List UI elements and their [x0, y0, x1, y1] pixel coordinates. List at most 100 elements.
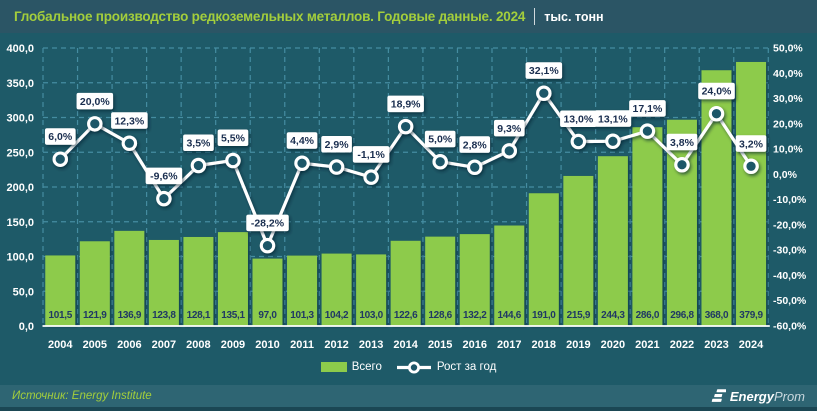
growth-label-box-2014 — [387, 95, 424, 113]
growth-label-box-2022 — [666, 133, 698, 151]
legend-label-growth: Рост за год — [436, 361, 497, 373]
bar-label-2024: 379,9 — [739, 310, 763, 321]
x-label-2023: 2023 — [704, 339, 728, 351]
y-left-label: 250,0 — [6, 147, 34, 159]
y-right-label: 30,0% — [773, 93, 803, 105]
growth-label-2015: 5,0% — [428, 134, 453, 146]
bar-2008 — [183, 236, 214, 326]
bar-value-labels: 101,5 121,9 136,9 123,8 128,1 135,1 97,0 101,3 1… — [49, 310, 764, 321]
x-label-2024: 2024 — [739, 339, 764, 351]
bar-label-2023: 368,0 — [705, 310, 729, 321]
bar-2013 — [356, 254, 387, 326]
growth-label-box-2024 — [735, 135, 767, 152]
x-label-2018: 2018 — [532, 339, 556, 351]
growth-marker-2012 — [328, 159, 345, 175]
y-right-label: 10,0% — [773, 144, 803, 156]
chart-unit-label: тыс. тонн — [544, 9, 604, 24]
growth-label-box-2015 — [424, 130, 456, 148]
bar-2024 — [736, 61, 767, 327]
bar-2018 — [528, 193, 559, 326]
bar-label-2016: 132,2 — [463, 310, 487, 321]
growth-label-2020: 13,1% — [598, 113, 628, 125]
growth-label-2012: 2,9% — [325, 139, 350, 151]
bar-2016 — [459, 234, 490, 326]
bar-label-2019: 215,9 — [567, 310, 591, 321]
y-left-label: 200,0 — [6, 182, 34, 194]
growth-marker-2015 — [432, 153, 448, 170]
growth-label-box-2018 — [525, 62, 563, 79]
y-left-label: 350,0 — [6, 78, 34, 90]
x-label-2004: 2004 — [48, 339, 73, 351]
y-right-label: -50,0% — [773, 295, 807, 307]
legend-line-marker-icon — [396, 361, 431, 373]
x-label-2009: 2009 — [221, 339, 245, 351]
y-left-label: 150,0 — [6, 217, 34, 229]
growth-label-box-2020 — [594, 110, 632, 127]
growth-marker-2011 — [294, 155, 310, 171]
bar-label-2009: 135,1 — [221, 310, 245, 321]
bar-label-2011: 101,3 — [290, 310, 314, 321]
bar-label-2014: 122,6 — [394, 310, 418, 321]
growth-marker-2014 — [397, 118, 414, 135]
growth-label-2024: 3,2% — [739, 138, 764, 150]
growth-marker-2010 — [259, 237, 276, 254]
growth-label-box-2006 — [111, 112, 148, 129]
y-right-label: 20,0% — [773, 118, 803, 130]
bar-2011 — [287, 255, 318, 326]
y-right-label: 0,0% — [773, 169, 798, 181]
bar-label-2010: 97,0 — [258, 310, 277, 321]
x-label-2008: 2008 — [186, 339, 210, 351]
bar-2004 — [45, 255, 76, 326]
x-label-2006: 2006 — [117, 339, 141, 351]
growth-label-2008: 3,5% — [186, 138, 211, 150]
bar-label-2017: 144,6 — [497, 310, 521, 321]
bar-label-2013: 103,0 — [359, 310, 383, 321]
bar-2007 — [148, 239, 179, 326]
x-label-2022: 2022 — [670, 339, 694, 351]
energyprom-logo: EnergyProm — [711, 388, 805, 404]
growth-label-2004: 6,0% — [48, 131, 73, 143]
bar-2021 — [632, 127, 663, 326]
bar-label-2005: 121,9 — [83, 310, 107, 321]
legend-bar-swatch-icon — [320, 362, 347, 372]
bar-label-2008: 128,1 — [187, 310, 211, 321]
bar-2019 — [563, 175, 594, 326]
growth-label-2016: 2,8% — [463, 139, 488, 151]
bar-label-2022: 296,8 — [670, 310, 694, 321]
logo-text-bold: Energy — [729, 388, 774, 404]
footer: Источник: Energy Institute EnergyProm — [0, 385, 817, 407]
x-label-2011: 2011 — [290, 339, 314, 351]
y-right-label: -20,0% — [773, 219, 807, 231]
bar-2017 — [494, 225, 525, 326]
y-right-label: -60,0% — [773, 321, 807, 333]
x-axis-labels: 2004 2005 2006 2007 2008 2009 2010 2011 2012 2013… — [48, 339, 764, 351]
source-text: Источник: Energy Institute — [12, 390, 152, 402]
y-right-label: 40,0% — [773, 68, 803, 80]
growth-marker-2021 — [639, 123, 656, 139]
y-left-label: 400,0 — [6, 43, 34, 55]
growth-label-box-2012 — [321, 136, 352, 153]
growth-marker-2006 — [121, 135, 138, 152]
growth-label-box-2023 — [698, 82, 735, 100]
growth-label-box-2009 — [217, 129, 249, 146]
growth-label-2021: 17,1% — [633, 103, 663, 115]
growth-label-2018: 32,1% — [529, 65, 559, 77]
chart-title: Глобальное производство редкоземельных м… — [14, 9, 526, 24]
x-label-2007: 2007 — [152, 339, 176, 351]
bar-label-2015: 128,6 — [428, 310, 452, 321]
growth-marker-2004 — [52, 151, 69, 167]
growth-marker-2018 — [536, 85, 552, 101]
growth-label-box-2010 — [246, 214, 289, 232]
y-left-label: 0,0 — [19, 321, 34, 333]
y-axis-left-labels: 0,0 50,0 100,0 150,0 200,0 250,0 300,0 350,0 400… — [6, 43, 34, 333]
x-label-2010: 2010 — [255, 339, 279, 351]
growth-label-2009: 5,5% — [221, 132, 246, 144]
energyprom-logo-icon — [711, 389, 726, 402]
y-right-label: -40,0% — [773, 270, 807, 282]
growth-label-box-2019 — [560, 110, 597, 128]
bar-label-2018: 191,0 — [532, 310, 556, 321]
growth-label-box-2007 — [145, 167, 183, 185]
growth-label-box-2013 — [352, 146, 390, 163]
growth-label-box-2017 — [493, 119, 525, 137]
